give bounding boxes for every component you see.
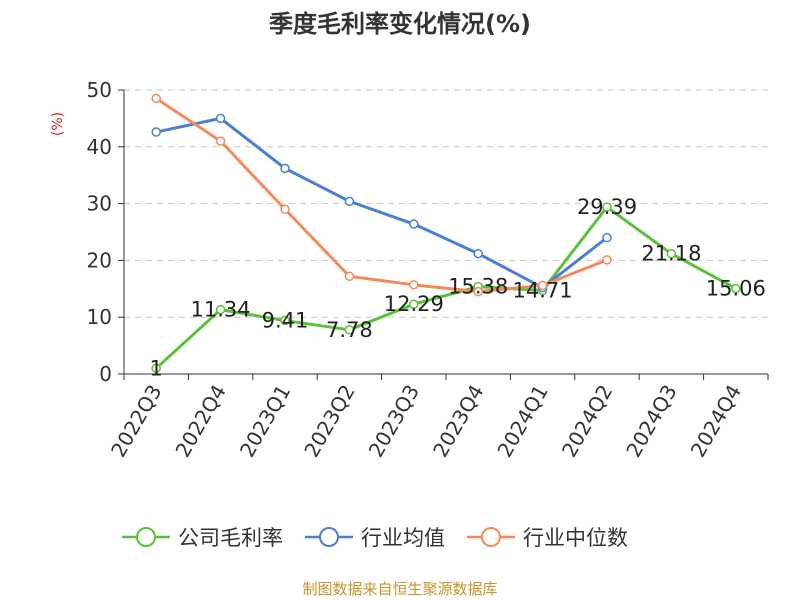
x-tick-label: 2023Q1 — [235, 381, 295, 462]
legend-label: 公司毛利率 — [178, 526, 283, 550]
y-tick-label: 20 — [87, 248, 112, 272]
gridlines — [124, 89, 768, 318]
legend-marker — [467, 527, 515, 547]
data-point — [215, 113, 226, 124]
legend-label: 行业均值 — [361, 526, 445, 550]
data-point — [280, 163, 290, 174]
data-point — [344, 196, 355, 207]
legend-marker — [305, 527, 353, 547]
data-point — [215, 136, 226, 146]
legend-item: 行业中位数 — [465, 522, 628, 552]
y-axis-label: (%) — [50, 112, 66, 136]
data-label: 11.34 — [191, 298, 251, 322]
series-line — [155, 116, 608, 290]
data-label: 15.06 — [706, 276, 766, 300]
y-tick-label: 50 — [87, 78, 112, 102]
legend: 公司毛利率 行业均值 行业中位数 — [120, 522, 628, 552]
legend-marker — [122, 527, 170, 547]
data-point — [344, 271, 355, 282]
legend-label: 行业中位数 — [523, 526, 628, 550]
data-point — [473, 286, 483, 297]
data-point — [151, 93, 161, 104]
series-lines — [151, 93, 741, 374]
data-label: 14.71 — [513, 278, 573, 302]
y-tick-label: 10 — [87, 305, 112, 329]
series-line — [155, 205, 737, 370]
data-point — [280, 315, 290, 326]
data-point — [666, 248, 677, 259]
data-label: 9.41 — [262, 309, 309, 333]
data-point — [473, 248, 483, 259]
data-point — [344, 325, 355, 335]
x-tick-label: 2022Q4 — [170, 381, 230, 462]
series-line — [155, 97, 608, 294]
data-point — [280, 204, 290, 215]
data-point — [151, 363, 161, 374]
legend-item: 行业均值 — [303, 522, 445, 552]
y-tick-label: 0 — [99, 362, 112, 386]
data-point — [215, 304, 226, 315]
data-point — [602, 202, 612, 212]
y-tick-label: 40 — [87, 135, 112, 159]
data-point — [409, 219, 419, 229]
x-tick-label: 2023Q2 — [299, 381, 359, 462]
data-point — [151, 127, 161, 137]
data-label: 15.38 — [448, 275, 508, 299]
x-tick-label: 2024Q3 — [621, 381, 681, 462]
y-tick-label: 30 — [87, 192, 112, 216]
data-point — [602, 255, 612, 265]
source-note: 制图数据来自恒生聚源数据库 — [302, 580, 498, 598]
x-tick-label: 2023Q4 — [428, 381, 488, 462]
x-tick-label: 2023Q3 — [364, 381, 424, 462]
data-point — [731, 283, 741, 294]
x-tick-label: 2024Q4 — [686, 381, 746, 462]
data-point — [602, 232, 612, 243]
x-tick-label: 2024Q2 — [557, 381, 617, 462]
data-label: 7.78 — [326, 318, 373, 342]
data-label: 1 — [150, 356, 163, 380]
data-label: 29.39 — [577, 195, 637, 219]
data-point — [537, 280, 548, 291]
chart-title: 季度毛利率变化情况(%) — [269, 10, 531, 38]
data-point — [409, 280, 419, 290]
data-label: 12.29 — [384, 292, 444, 316]
data-point — [409, 299, 419, 309]
legend-item: 公司毛利率 — [120, 522, 283, 552]
data-label: 21.18 — [641, 242, 701, 266]
x-tick-label: 2024Q1 — [492, 381, 552, 462]
x-tick-label: 2022Q3 — [106, 381, 166, 462]
